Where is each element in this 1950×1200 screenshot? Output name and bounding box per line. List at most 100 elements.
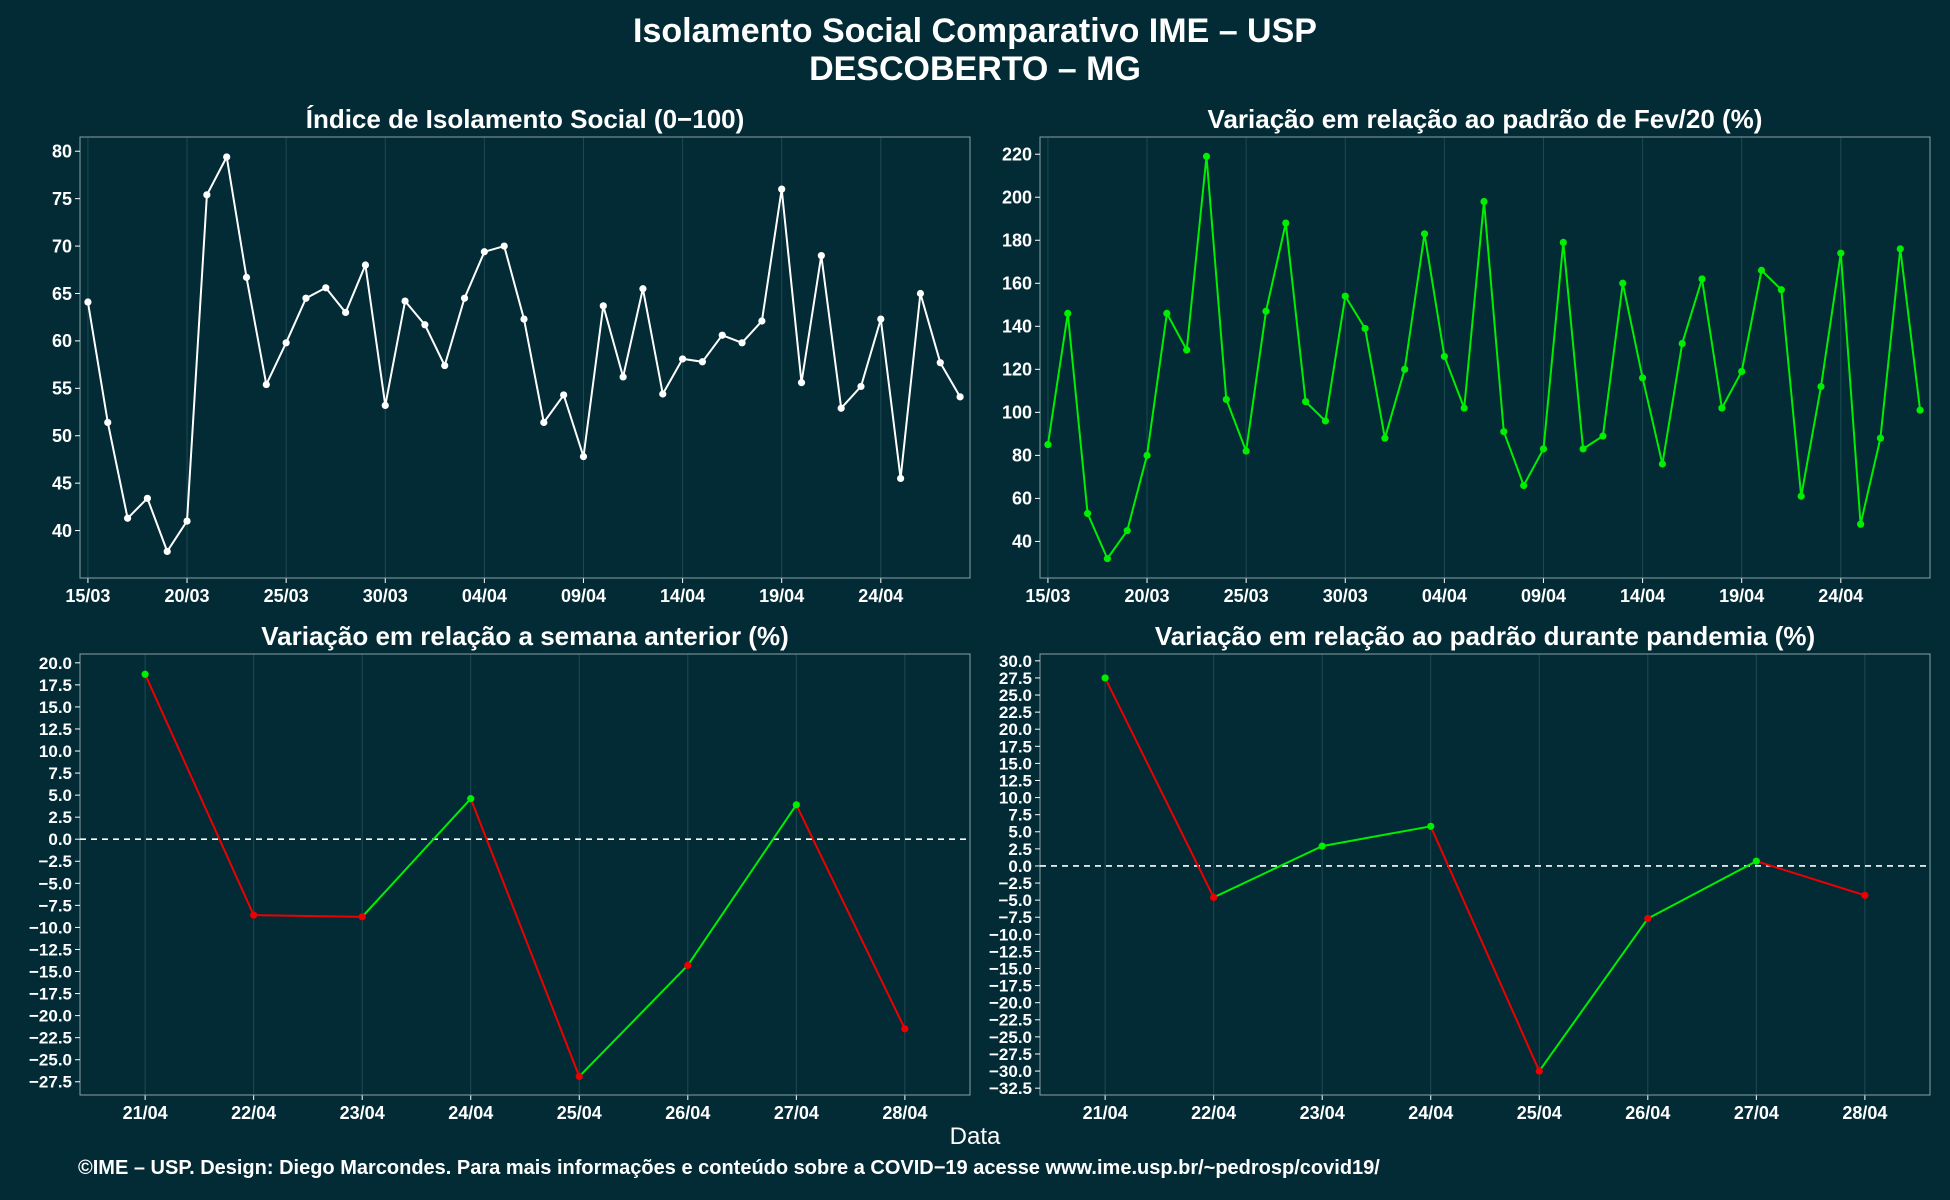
x-tick-label: 19/04 (759, 586, 804, 606)
data-point (1321, 417, 1330, 425)
y-tick-label: 7.5 (48, 764, 72, 783)
chart-panel-4: Variação em relação ao padrão durante pa… (989, 621, 1931, 1123)
data-point (1698, 275, 1706, 283)
data-point (361, 261, 370, 269)
y-tick-label: −25.0 (29, 1051, 72, 1070)
data-point (1262, 307, 1270, 315)
data-point (467, 795, 475, 803)
chart-panel-2: Variação em relação ao padrão de Fev/20 … (1002, 104, 1931, 606)
data-point (1916, 406, 1924, 414)
chart-title: Variação em relação a semana anterior (%… (261, 621, 789, 651)
x-tick-label: 24/04 (1818, 586, 1863, 606)
y-tick-label: −10.0 (989, 925, 1032, 944)
data-point (1083, 509, 1092, 518)
x-tick-label: 28/04 (882, 1103, 927, 1123)
x-tick-label: 26/04 (665, 1103, 710, 1123)
data-point (1500, 428, 1508, 436)
data-point (1202, 152, 1211, 160)
y-tick-label: −12.5 (29, 940, 72, 959)
data-point (897, 474, 905, 483)
y-tick-label: 120 (1002, 360, 1032, 380)
data-point (1777, 286, 1785, 294)
data-point (575, 1072, 583, 1081)
data-point (1440, 352, 1448, 361)
y-tick-label: 10.0 (999, 789, 1032, 808)
data-point (1837, 249, 1845, 257)
data-point (460, 294, 469, 302)
data-point (1103, 555, 1111, 563)
data-point (84, 298, 92, 306)
y-tick-label: 220 (1002, 145, 1032, 165)
data-point (1420, 230, 1429, 238)
y-tick-label: −20.0 (29, 1007, 72, 1026)
x-tick-label: 19/04 (1719, 586, 1764, 606)
data-point (639, 285, 647, 293)
plot-border (1039, 653, 1931, 1096)
data-point (1638, 374, 1647, 382)
x-tick-label: 22/04 (231, 1103, 276, 1123)
data-point (1101, 674, 1109, 682)
series-line (1046, 156, 1922, 561)
data-point (421, 321, 429, 329)
x-tick-label: 04/04 (462, 586, 507, 606)
data-point (684, 961, 692, 969)
series-segment (469, 798, 581, 1077)
y-tick-label: −20.0 (989, 994, 1032, 1013)
x-tick-label: 24/04 (448, 1103, 493, 1123)
y-tick-label: 30.0 (999, 652, 1032, 671)
y-tick-label: 10.0 (39, 742, 72, 761)
y-tick-label: 12.5 (999, 771, 1032, 790)
data-point (1427, 822, 1435, 830)
x-tick-label: 25/03 (1224, 586, 1269, 606)
y-tick-label: −15.0 (29, 962, 72, 981)
data-point (1559, 238, 1567, 247)
x-tick-label: 25/04 (557, 1103, 602, 1123)
data-point (203, 191, 211, 199)
data-point (1520, 481, 1528, 490)
y-tick-label: 5.0 (1008, 823, 1032, 842)
x-tick-label: 20/03 (165, 586, 210, 606)
series-segment (1538, 918, 1649, 1072)
x-tick-label: 23/04 (1300, 1103, 1345, 1123)
data-point (1539, 445, 1548, 453)
data-point (778, 185, 786, 193)
data-point (1619, 279, 1627, 287)
y-tick-label: 12.5 (39, 720, 72, 739)
y-tick-label: −25.0 (989, 1028, 1032, 1047)
data-point (1752, 857, 1760, 865)
data-point (1718, 404, 1726, 412)
data-point (163, 547, 171, 556)
data-point (857, 382, 865, 391)
y-tick-label: −2.5 (38, 852, 72, 871)
series-segment (1104, 677, 1215, 898)
data-point (579, 453, 588, 461)
x-tick-label: 09/04 (1521, 586, 1566, 606)
y-tick-label: −7.5 (38, 896, 72, 915)
series-segment (795, 804, 906, 1030)
x-tick-label: 14/04 (660, 586, 705, 606)
data-point (698, 358, 707, 366)
y-tick-label: 100 (1002, 403, 1032, 423)
data-point (282, 339, 290, 347)
y-tick-label: −5.0 (38, 874, 72, 893)
plot-border (79, 653, 971, 1096)
x-tick-label: 27/04 (774, 1103, 819, 1123)
y-tick-label: 20.0 (39, 654, 72, 673)
data-point (123, 514, 132, 522)
data-point (901, 1025, 909, 1033)
y-tick-label: 55 (52, 379, 72, 399)
y-tick-label: 80 (1012, 446, 1032, 466)
y-tick-label: −12.5 (989, 942, 1032, 961)
data-point (792, 801, 800, 809)
subtitle: DESCOBERTO – MG (809, 50, 1141, 88)
y-tick-label: 200 (1002, 188, 1032, 208)
y-tick-label: 80 (52, 142, 72, 162)
y-tick-label: 65 (52, 284, 72, 304)
data-point (1302, 398, 1310, 406)
y-tick-label: −32.5 (989, 1079, 1032, 1098)
series-segment (1756, 860, 1866, 897)
data-point (1143, 451, 1151, 459)
data-point (183, 517, 191, 525)
x-axis-label: Data (949, 1123, 1001, 1150)
